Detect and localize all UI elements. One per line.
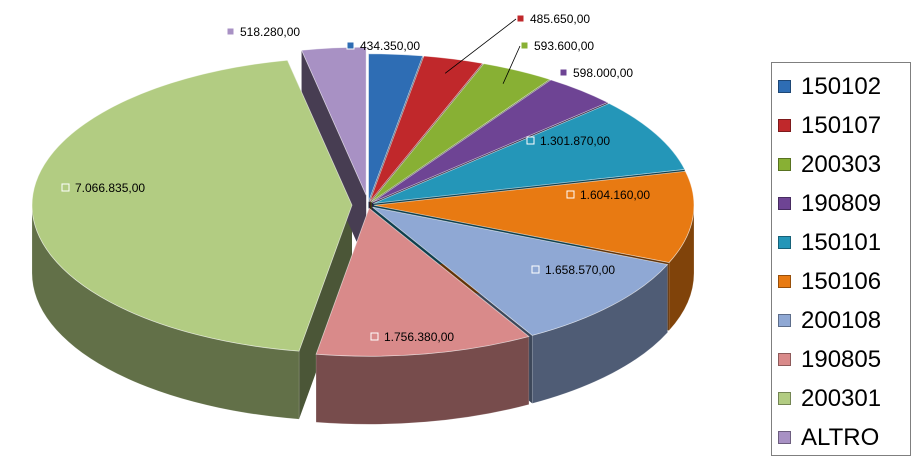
- legend-item-190805: 190805: [772, 340, 910, 379]
- label-marker-150106: [566, 190, 575, 199]
- legend-item-150102: 150102: [772, 67, 910, 106]
- legend-label: 200303: [801, 150, 882, 178]
- legend-label: 200108: [801, 306, 882, 334]
- pie-tops: [31, 46, 695, 357]
- leader-line-150107: [444, 18, 517, 74]
- data-label-altro: 518.280,00: [240, 25, 300, 39]
- legend: 150102 150107 200303 190809 150101 150106 2001…: [771, 62, 911, 456]
- data-label-190805: 1.756.380,00: [384, 330, 454, 344]
- legend-item-150107: 150107: [772, 106, 910, 145]
- legend-swatch: [778, 80, 791, 93]
- legend-swatch: [778, 353, 791, 366]
- legend-item-150106: 150106: [772, 262, 910, 301]
- legend-label: 200301: [801, 384, 882, 412]
- legend-label: 150106: [801, 267, 882, 295]
- data-label-150102: 434.350,00: [360, 39, 420, 53]
- legend-label: ALTRO: [801, 423, 880, 451]
- legend-label: 190809: [801, 189, 882, 217]
- legend-swatch: [778, 275, 791, 288]
- label-marker-altro: [226, 27, 235, 36]
- legend-swatch: [778, 119, 791, 132]
- label-marker-200108: [531, 265, 540, 274]
- pie-slice-150102: [368, 53, 424, 202]
- pie-slice-200301: [31, 59, 353, 352]
- legend-label: 150107: [801, 111, 882, 139]
- data-label-150101: 1.301.870,00: [540, 134, 610, 148]
- label-marker-150102: [346, 41, 355, 50]
- label-marker-200301: [61, 183, 70, 192]
- pie-slice-200108: [372, 206, 669, 336]
- legend-swatch: [778, 392, 791, 405]
- legend-swatch: [778, 431, 791, 444]
- legend-swatch: [778, 236, 791, 249]
- legend-swatch: [778, 197, 791, 210]
- data-labels: 434.350,00 485.650,00 593.600,00 598.000,00…: [61, 12, 650, 344]
- legend-swatch: [778, 158, 791, 171]
- pie-slice-altro: [300, 46, 367, 196]
- legend-label: 150101: [801, 228, 882, 256]
- label-marker-190805: [370, 332, 379, 341]
- data-label-200108: 1.658.570,00: [545, 263, 615, 277]
- leader-line-200303: [502, 45, 521, 84]
- legend-item-200303: 200303: [772, 145, 910, 184]
- pie-slice-190805: [315, 207, 530, 357]
- legend-item-190809: 190809: [772, 184, 910, 223]
- data-label-150107: 485.650,00: [530, 12, 590, 26]
- data-label-190809: 598.000,00: [573, 66, 633, 80]
- legend-swatch: [778, 314, 791, 327]
- label-marker-200303: [520, 41, 529, 50]
- pie-wall-200301: [299, 205, 353, 420]
- pie-slice-150106: [373, 170, 695, 263]
- legend-label: 150102: [801, 72, 882, 100]
- label-marker-190809: [559, 68, 568, 77]
- pie-slice-150101: [373, 102, 686, 204]
- pie-slice-150107: [369, 55, 484, 203]
- legend-item-150101: 150101: [772, 223, 910, 262]
- legend-item-200108: 200108: [772, 301, 910, 340]
- pie-chart: 434.350,00 485.650,00 593.600,00 598.000,00…: [31, 12, 695, 425]
- pie-slice-190809: [371, 79, 609, 203]
- data-label-150106: 1.604.160,00: [580, 188, 650, 202]
- legend-label: 190805: [801, 345, 882, 373]
- legend-item-altro: ALTRO: [772, 418, 910, 457]
- data-label-200303: 593.600,00: [534, 39, 594, 53]
- label-marker-150101: [526, 136, 535, 145]
- leader-lines: [444, 18, 521, 84]
- data-label-200301: 7.066.835,00: [75, 181, 145, 195]
- label-marker-150107: [516, 14, 525, 23]
- pie-slice-200303: [370, 63, 551, 203]
- legend-item-200301: 200301: [772, 379, 910, 418]
